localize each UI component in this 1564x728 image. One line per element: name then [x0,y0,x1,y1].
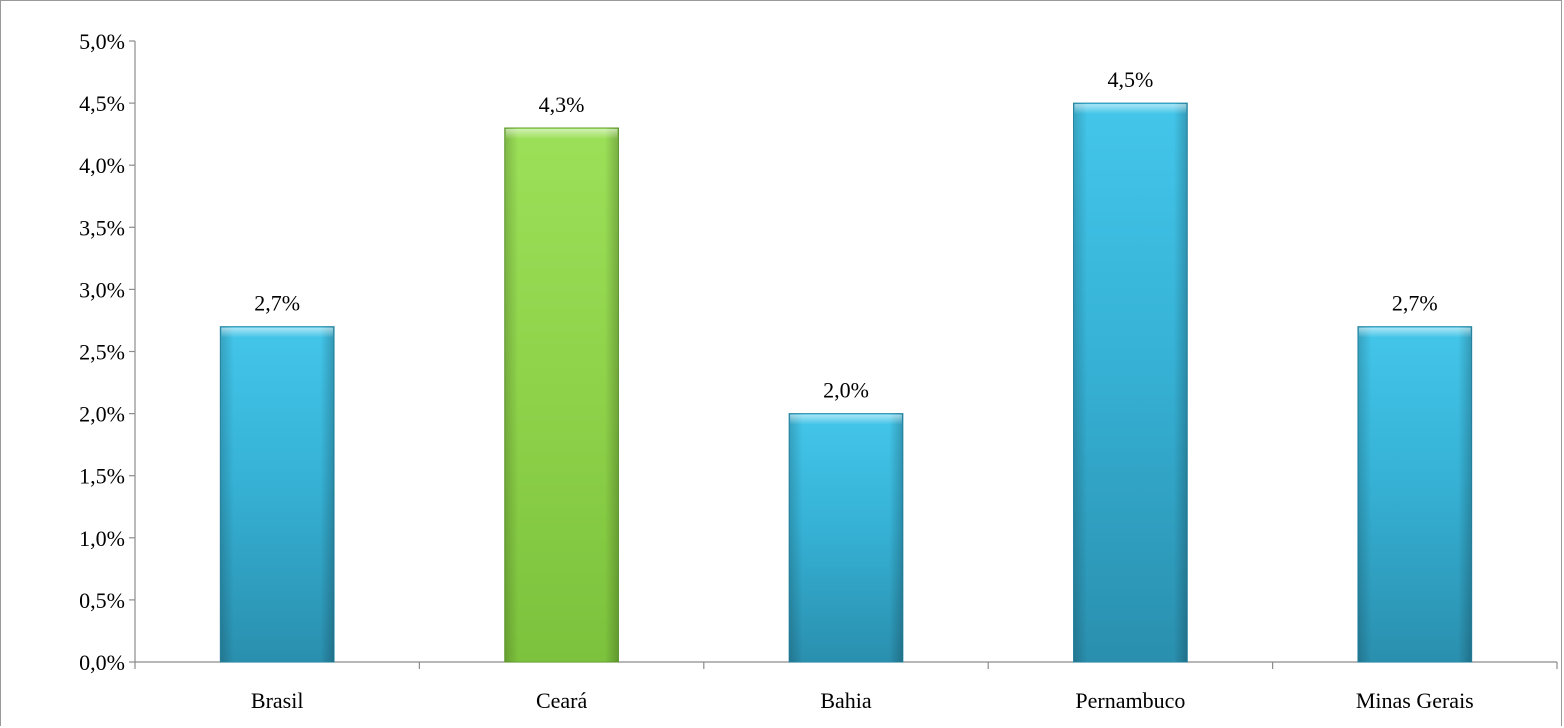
y-tick-label: 0,0% [79,650,125,675]
x-category-label: Minas Gerais [1356,688,1474,713]
bar-highlight [1074,104,1187,115]
bar-shading [504,127,619,662]
data-label: 2,0% [823,378,869,403]
bar-shading [220,326,335,662]
bar-highlight [221,327,334,338]
bars-group [219,102,1473,663]
bar-shading [1357,326,1472,662]
y-tick-label: 4,0% [79,153,125,178]
y-tick-label: 3,5% [79,215,125,240]
x-category-label: Bahia [820,688,872,713]
y-tick-label: 3,0% [79,277,125,302]
data-label: 2,7% [1392,291,1438,316]
bar-highlight [505,128,618,139]
y-tick-label: 0,5% [79,588,125,613]
y-tick-label: 1,0% [79,526,125,551]
bar-highlight [790,414,902,425]
y-tick-label: 1,5% [79,464,125,489]
bar-shading [789,413,903,662]
data-label: 4,5% [1107,67,1153,92]
bar-highlight [1358,327,1471,338]
y-tick-label: 2,5% [79,340,125,365]
bar-shading [1073,103,1188,663]
x-category-label: Brasil [251,688,304,713]
y-tick-label: 5,0% [79,29,125,54]
y-tick-label: 2,0% [79,402,125,427]
data-label: 4,3% [539,92,585,117]
y-tick-label: 4,5% [79,91,125,116]
axes-group: 0,0% 0,5% 1,0% 1,5% 2,0% 2,5% 3,0% 3,5% 4,0% 4,5%… [79,29,1558,675]
x-category-label: Ceará [536,688,588,713]
data-label: 2,7% [254,291,300,316]
x-category-label: Pernambuco [1075,688,1185,713]
labels-group: 2,7% Brasil 4,3% Ceará 2,0% Bahia 4,5% Pernambu… [251,67,1474,713]
